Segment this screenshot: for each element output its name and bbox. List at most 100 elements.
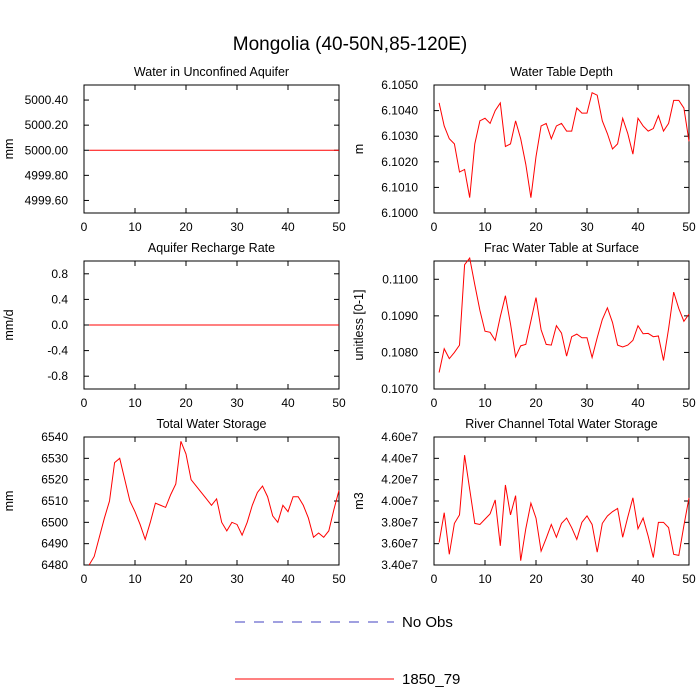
y-tick-label: 0.1090 [381,309,418,323]
legend-label: No Obs [402,614,453,631]
chart-panel: Water Table Depth 0 10 20 30 40 50 6.1000 6.1010… [352,65,696,234]
chart-panel: River Channel Total Water Storage 0 10 20 30… [352,417,696,586]
x-tick-label: 20 [529,220,543,234]
y-tick-label: 0.0 [51,318,68,332]
x-tick-label: 30 [230,220,244,234]
panel-title: Total Water Storage [156,417,266,431]
x-tick-label: 10 [478,572,492,586]
y-axis-label: m [352,144,366,154]
series-line [438,91,690,198]
x-tick-label: 10 [478,396,492,410]
y-tick-label: 5000.00 [25,143,69,157]
x-tick-label: 30 [230,572,244,586]
x-tick-label: 50 [682,572,696,586]
x-tick-label: 0 [81,396,88,410]
y-tick-label: 6490 [41,537,68,551]
y-axis-label: mm/d [2,309,16,340]
x-tick-label: 20 [529,572,543,586]
x-tick-label: 40 [631,396,645,410]
series-line [438,455,690,561]
y-tick-label: -0.4 [47,344,68,358]
y-axis-label: m3 [352,492,366,509]
x-tick-label: 20 [529,396,543,410]
x-tick-label: 0 [81,220,88,234]
x-tick-label: 30 [580,572,594,586]
y-tick-label: 3.80e7 [381,515,418,529]
series-line [438,256,690,373]
y-tick-label: 6.1030 [381,129,418,143]
x-tick-label: 0 [431,572,438,586]
x-tick-label: 10 [128,220,142,234]
x-tick-label: 50 [332,572,346,586]
x-tick-label: 20 [179,396,193,410]
x-tick-label: 40 [281,220,295,234]
y-tick-label: 6.1010 [381,180,418,194]
y-tick-label: -0.8 [47,369,68,383]
y-tick-label: 6530 [41,451,68,465]
y-tick-label: 6510 [41,494,68,508]
chart-panel: Total Water Storage 0 10 20 30 40 50 6480 6490 65… [2,417,346,586]
y-tick-label: 4.60e7 [381,430,418,444]
x-tick-label: 30 [230,396,244,410]
y-tick-label: 0.8 [51,267,68,281]
y-tick-label: 6540 [41,430,68,444]
y-tick-label: 0.1100 [382,272,418,286]
y-axis-label: mm [2,139,16,160]
y-axis-label: unitless [0-1] [352,290,366,361]
x-tick-label: 40 [281,396,295,410]
y-tick-label: 6.1040 [381,104,418,118]
y-axis-label: mm [2,491,16,512]
y-tick-label: 4999.60 [25,193,69,207]
y-tick-label: 6500 [41,515,68,529]
y-tick-label: 5000.20 [25,118,69,132]
x-tick-label: 0 [431,220,438,234]
chart-panel: Frac Water Table at Surface 0 10 20 30 40 50 0.… [352,241,696,410]
x-tick-label: 40 [281,572,295,586]
panel-title: River Channel Total Water Storage [465,417,658,431]
y-tick-label: 0.4 [51,292,68,306]
panel-title: Water in Unconfined Aquifer [134,65,289,79]
x-tick-label: 30 [580,220,594,234]
y-tick-label: 6.1020 [381,155,418,169]
x-tick-label: 50 [332,220,346,234]
x-tick-label: 50 [682,396,696,410]
x-tick-label: 40 [631,220,645,234]
series-line [88,441,340,566]
y-tick-label: 4.40e7 [381,451,418,465]
legend: No Obs 1850_79 [235,614,460,688]
x-tick-label: 10 [128,396,142,410]
x-tick-label: 0 [431,396,438,410]
plot-frame [433,84,690,214]
figure-title: Mongolia (40-50N,85-120E) [233,34,467,55]
plot-frame [83,84,340,214]
x-tick-label: 0 [81,572,88,586]
panel-title: Frac Water Table at Surface [484,241,639,255]
x-tick-label: 50 [332,396,346,410]
y-tick-label: 3.40e7 [381,558,418,572]
panel-title: Aquifer Recharge Rate [148,241,275,255]
x-tick-label: 10 [128,572,142,586]
chart-panels: Water in Unconfined Aquifer 0 10 20 30 40 50 49… [2,65,696,586]
x-tick-label: 30 [580,396,594,410]
x-tick-label: 20 [179,572,193,586]
y-tick-label: 6480 [41,558,68,572]
x-tick-label: 10 [478,220,492,234]
x-tick-label: 40 [631,572,645,586]
x-tick-label: 50 [682,220,696,234]
y-tick-label: 4.00e7 [381,494,418,508]
y-tick-label: 5000.40 [25,93,69,107]
x-tick-label: 20 [179,220,193,234]
y-tick-label: 0.1080 [381,345,418,359]
chart-panel: Aquifer Recharge Rate 0 10 20 30 40 50 -0.8 -0.4… [2,241,346,410]
panel-title: Water Table Depth [510,65,613,79]
y-tick-label: 6.1050 [381,78,418,92]
plot-frame [433,260,690,390]
y-tick-label: 6.1000 [381,206,418,220]
y-tick-label: 3.60e7 [381,537,418,551]
chart-panel: Water in Unconfined Aquifer 0 10 20 30 40 50 49… [2,65,346,234]
y-tick-label: 4999.80 [25,168,69,182]
y-tick-label: 4.20e7 [381,473,418,487]
y-tick-label: 6520 [41,473,68,487]
y-tick-label: 0.1070 [381,382,418,396]
